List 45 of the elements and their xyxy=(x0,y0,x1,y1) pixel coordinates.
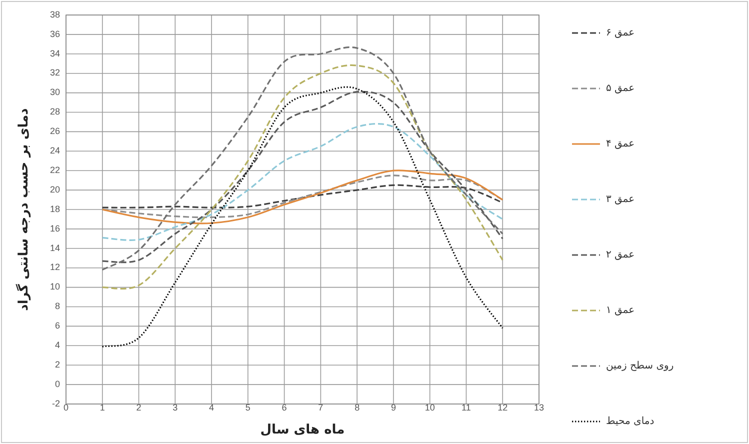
x-tick-label: 3 xyxy=(172,402,178,412)
x-axis-title: ماه های سال xyxy=(260,422,345,438)
y-tick-label: 0 xyxy=(54,378,60,389)
y-tick-label: 30 xyxy=(50,87,60,98)
y-tick-label: -2 xyxy=(52,398,60,408)
x-tick-label: 10 xyxy=(424,402,435,412)
legend-label: عمق ۳ xyxy=(606,194,635,206)
legend-label: عمق ۵ xyxy=(606,83,635,94)
y-tick-label: 2 xyxy=(54,359,60,370)
x-tick-label: 1 xyxy=(100,402,105,412)
y-tick-label: 22 xyxy=(50,164,60,175)
x-tick-label: 7 xyxy=(318,402,324,412)
y-tick-label: 26 xyxy=(50,126,60,136)
x-tick-label: 9 xyxy=(390,402,396,412)
y-tick-label: 14 xyxy=(50,242,60,253)
legend-label: عمق ۶ xyxy=(606,28,635,39)
y-tick-label: 34 xyxy=(50,48,60,58)
y-tick-label: 24 xyxy=(50,146,60,156)
y-tick-label: 38 xyxy=(50,9,60,20)
y-tick-label: 4 xyxy=(54,340,60,350)
x-tick-label: 4 xyxy=(209,402,214,412)
x-tick-label: 0 xyxy=(63,402,69,412)
legend-label: عمق ۱ xyxy=(606,305,635,316)
y-tick-label: 10 xyxy=(50,282,60,292)
x-tick-label: 6 xyxy=(282,402,287,412)
x-tick-label: 5 xyxy=(245,402,250,412)
x-tick-label: 2 xyxy=(136,402,142,412)
legend-label: عمق ۲ xyxy=(606,250,635,261)
y-tick-label: 32 xyxy=(50,68,60,78)
y-tick-label: 16 xyxy=(50,223,60,234)
y-tick-label: 8 xyxy=(54,301,60,312)
x-tick-label: 8 xyxy=(354,402,360,412)
y-tick-label: 6 xyxy=(54,320,60,331)
legend-label: عمق ۴ xyxy=(606,138,635,150)
x-tick-label: 13 xyxy=(534,402,544,412)
y-tick-label: 20 xyxy=(50,184,60,194)
x-tick-label: 11 xyxy=(462,402,471,412)
y-tick-label: 28 xyxy=(50,106,60,117)
y-axis-title: دمای بر حسب درجه سانتی گراد xyxy=(16,108,32,311)
y-tick-label: 18 xyxy=(50,204,60,214)
legend-label: دمای محیط xyxy=(606,416,654,428)
x-tick-label: 12 xyxy=(498,402,508,412)
legend-label: روی سطح زمین xyxy=(606,360,674,372)
y-tick-label: 36 xyxy=(50,28,60,39)
y-tick-label: 12 xyxy=(50,262,60,272)
